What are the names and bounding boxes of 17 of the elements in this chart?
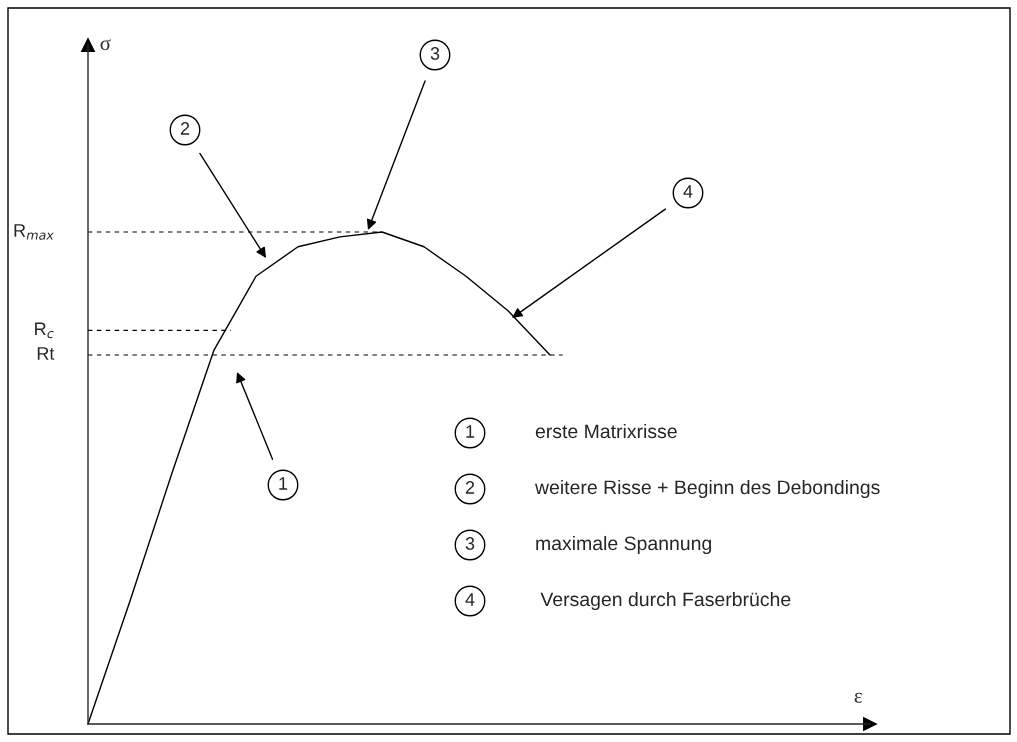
annotation: 3 — [465, 537, 475, 550]
ref-line-label: R$_{max}$ — [14, 224, 54, 240]
annotation: weitere Risse + Beginn des Debondings — [534, 479, 880, 499]
text: 3 — [430, 47, 440, 60]
ref-line-label: Rt — [37, 347, 55, 360]
annotation: 1 — [466, 425, 475, 438]
annotation: 4 — [465, 593, 475, 606]
text: 4 — [683, 185, 693, 198]
annotation: erste Matrixrisse — [535, 423, 677, 439]
annotation: maximale Spannung — [536, 535, 712, 555]
ref-line-label: R$_{c}$ — [35, 322, 54, 339]
text: 2 — [180, 122, 190, 135]
text: 1 — [279, 477, 288, 490]
text: ε — [854, 692, 863, 703]
annotation: 2 — [465, 481, 475, 494]
annotation: Versagen durch Faserbrüche — [540, 591, 791, 611]
text: σ — [100, 39, 111, 51]
